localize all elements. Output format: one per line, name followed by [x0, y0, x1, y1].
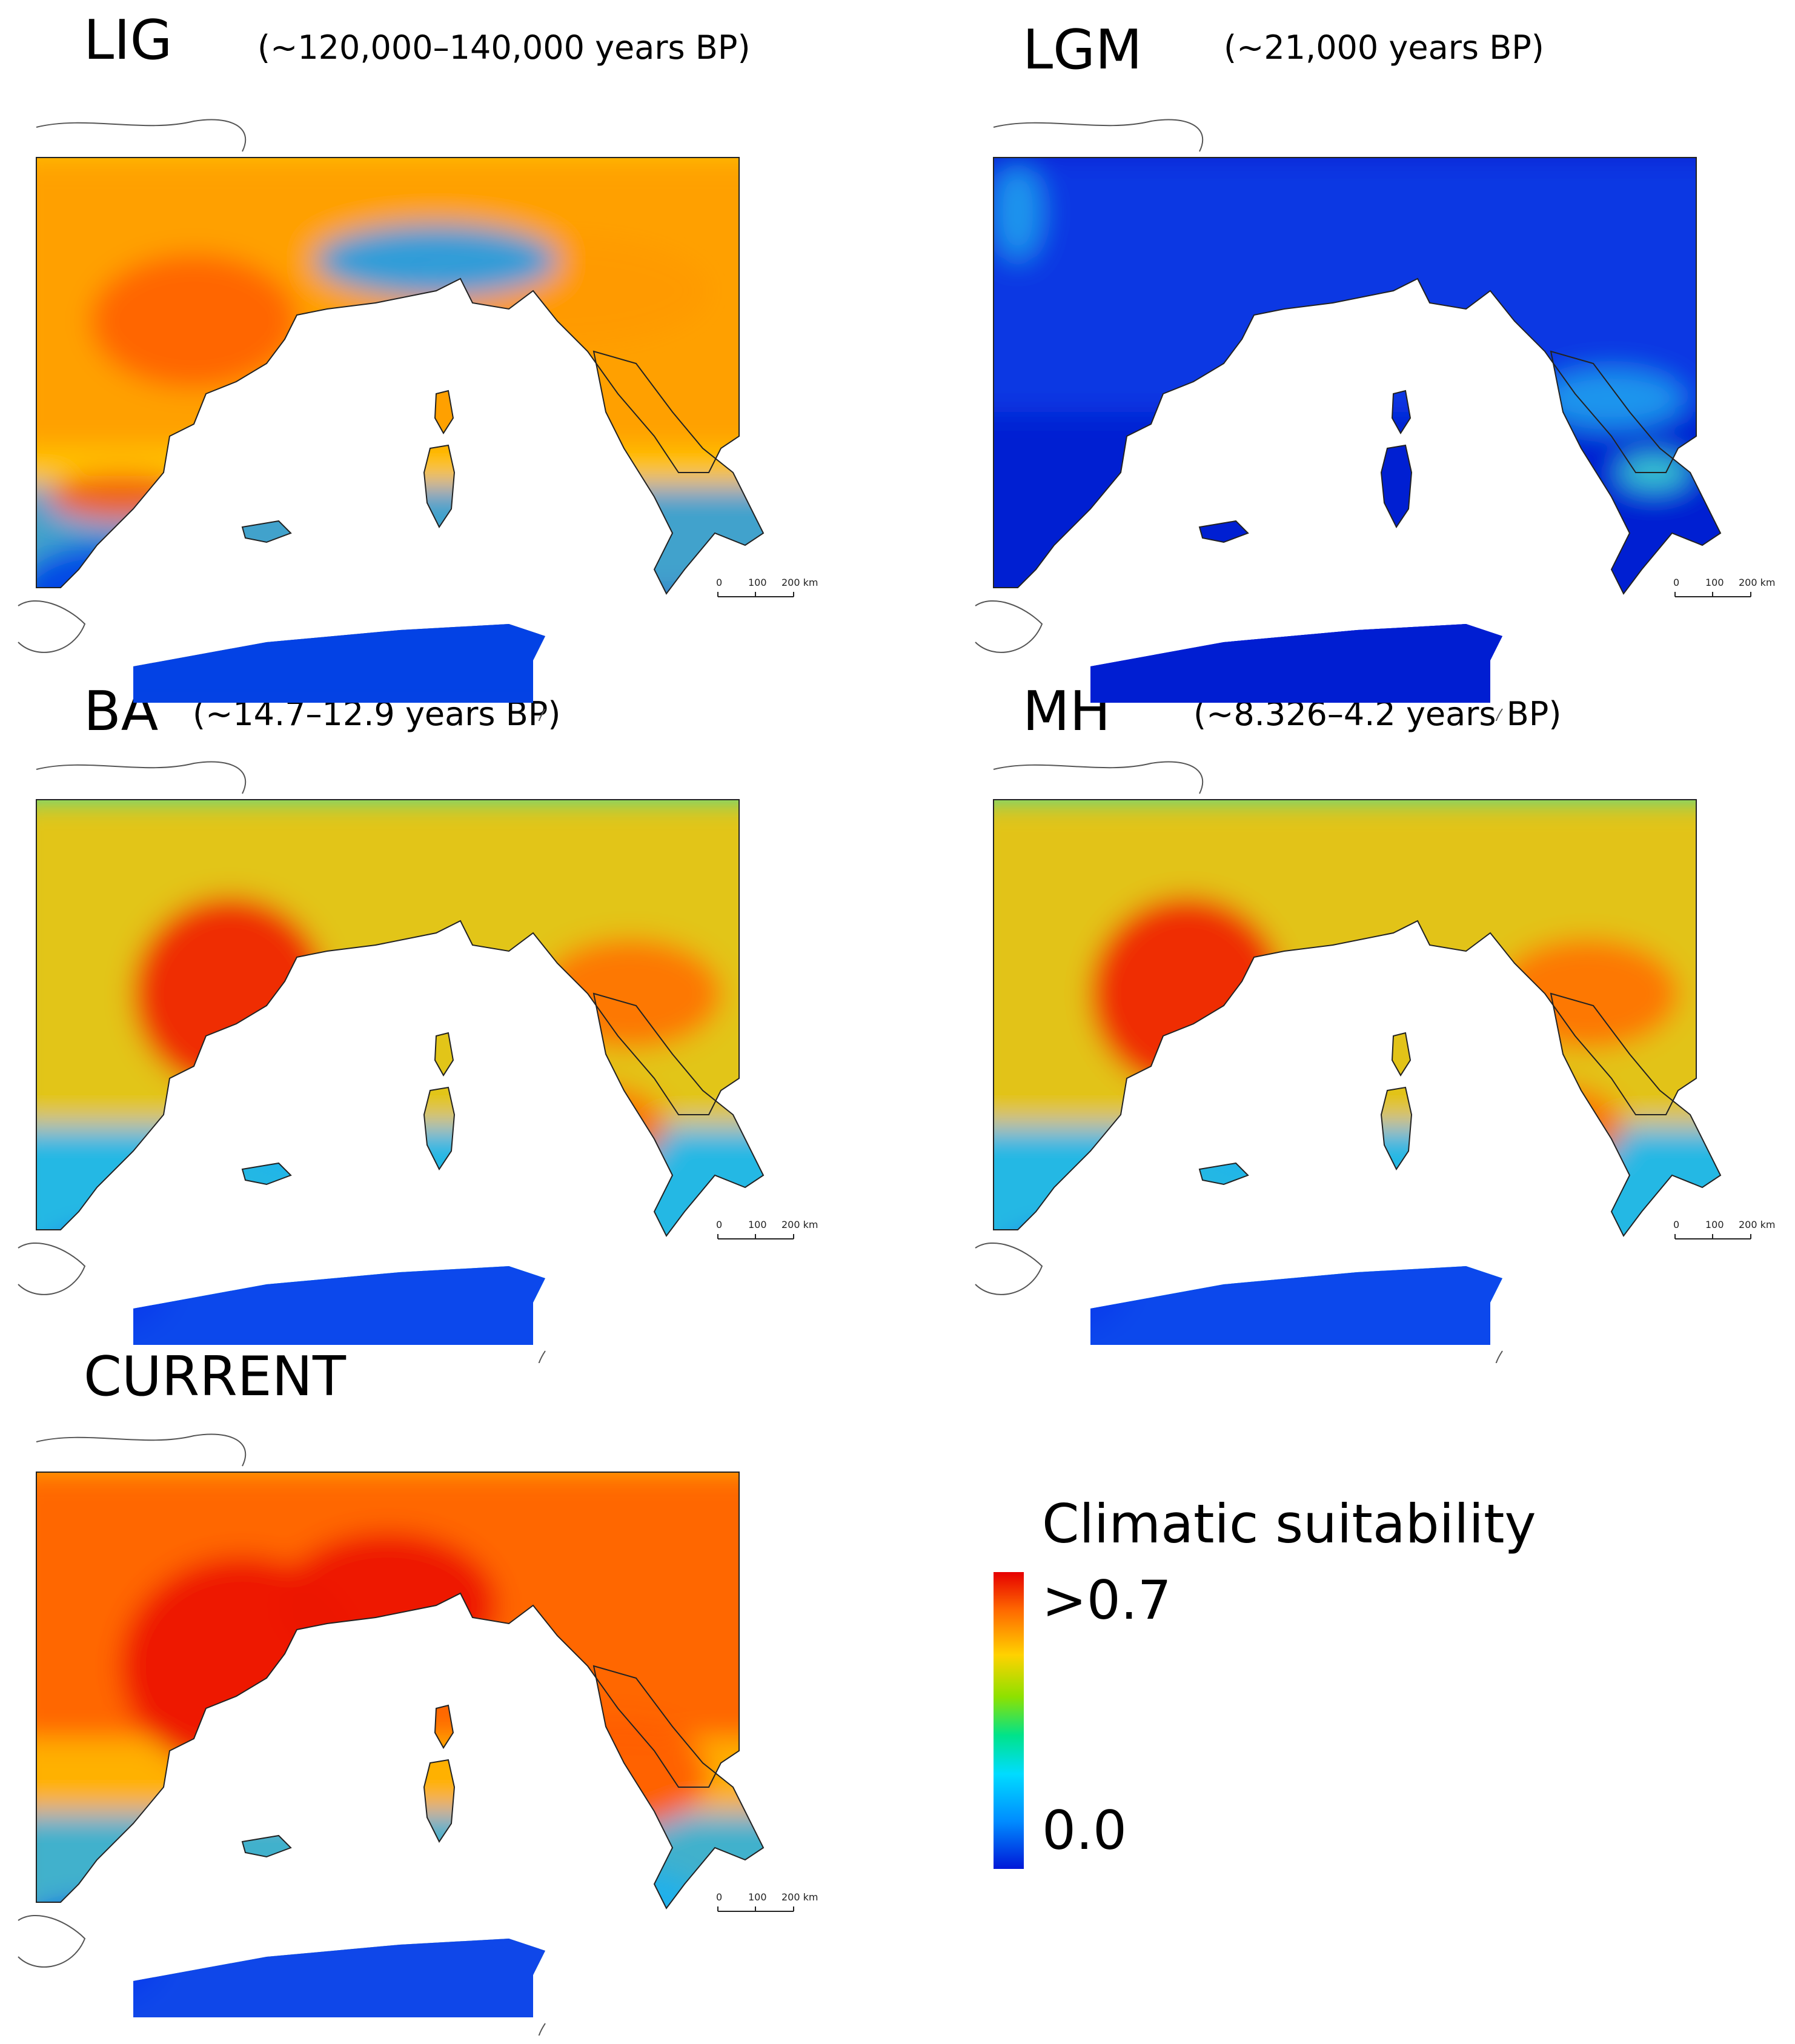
suitability-map-ba: 0 100 200 km [18, 761, 818, 1363]
scale-bar: 0 100 200 km [716, 577, 818, 597]
scale-label: 200 km [1739, 577, 1775, 588]
scale-label: 100 [1705, 1219, 1724, 1230]
map-panel-lig: 0 100 200 km [12, 109, 848, 721]
suitability-map-current: 0 100 200 km [18, 1433, 818, 2036]
suitability-map-mh: 0 100 200 km [975, 761, 1775, 1363]
scale-label: 100 [748, 577, 767, 588]
tunisia-coastline [1495, 708, 1503, 721]
coastline [36, 157, 765, 595]
panel-title-lig: LIG [84, 8, 173, 72]
panel-subtitle-lgm: (~21,000 years BP) [1224, 28, 1544, 67]
map-panel-ba: 0 100 200 km [12, 751, 848, 1363]
scale-label: 100 [748, 1891, 767, 1903]
map-panel-current: 0 100 200 km [12, 1424, 848, 2036]
legend-color-ramp [994, 1572, 1024, 1869]
north-coastline [993, 119, 1204, 152]
panel-title-lgm: LGM [1023, 18, 1143, 82]
west-coastline [18, 600, 86, 653]
map-panel-mh: 0 100 200 km [969, 751, 1795, 1363]
scale-label: 0 [716, 577, 722, 588]
suitability-raster [994, 800, 1720, 1345]
suitability-raster [36, 158, 763, 703]
scale-label: 200 km [781, 577, 818, 588]
suitability-raster [36, 1472, 763, 2017]
tunisia-coastline [538, 2023, 546, 2036]
west-coastline [975, 1243, 1043, 1295]
tunisia-coastline [538, 708, 546, 721]
tunisia-coastline [1495, 1350, 1503, 1363]
scale-label: 200 km [781, 1891, 818, 1903]
scale-label: 100 [1705, 577, 1724, 588]
panel-title-current: CURRENT [84, 1345, 346, 1409]
coastline [36, 1472, 765, 1910]
north-coastline [36, 119, 247, 152]
north-coastline [36, 761, 247, 794]
coastline [993, 799, 1722, 1237]
map-panel-lgm: 0 100 200 km [969, 109, 1795, 721]
scale-label: 0 [1673, 577, 1679, 588]
panel-subtitle-mh: (~8.326–4.2 years BP) [1193, 695, 1562, 733]
legend-min-label: 0.0 [1042, 1799, 1127, 1862]
scale-bar: 0 100 200 km [1673, 1219, 1775, 1239]
suitability-map-lgm: 0 100 200 km [975, 119, 1775, 721]
coastline [993, 157, 1722, 595]
scale-bar: 0 100 200 km [1673, 577, 1775, 597]
north-coastline [36, 1433, 247, 1467]
suitability-raster [994, 158, 1720, 703]
panel-subtitle-lig: (~120,000–140,000 years BP) [257, 28, 751, 67]
scale-label: 0 [1673, 1219, 1679, 1230]
west-coastline [18, 1243, 86, 1295]
west-coastline [975, 600, 1043, 653]
tunisia-coastline [538, 1350, 546, 1363]
scale-bar: 0 100 200 km [716, 1219, 818, 1239]
legend-max-label: >0.7 [1042, 1569, 1172, 1631]
panel-subtitle-ba: (~14.7–12.9 years BP) [193, 695, 561, 733]
coastline [36, 799, 765, 1237]
suitability-raster [36, 800, 763, 1345]
west-coastline [18, 1915, 86, 1968]
legend-title: Climatic suitability [1042, 1493, 1536, 1555]
north-coastline [993, 761, 1204, 794]
suitability-map-lig: 0 100 200 km [18, 119, 818, 721]
scale-label: 100 [748, 1219, 767, 1230]
scale-label: 0 [716, 1891, 722, 1903]
scale-label: 0 [716, 1219, 722, 1230]
scale-label: 200 km [1739, 1219, 1775, 1230]
scale-label: 200 km [781, 1219, 818, 1230]
scale-bar: 0 100 200 km [716, 1891, 818, 1912]
